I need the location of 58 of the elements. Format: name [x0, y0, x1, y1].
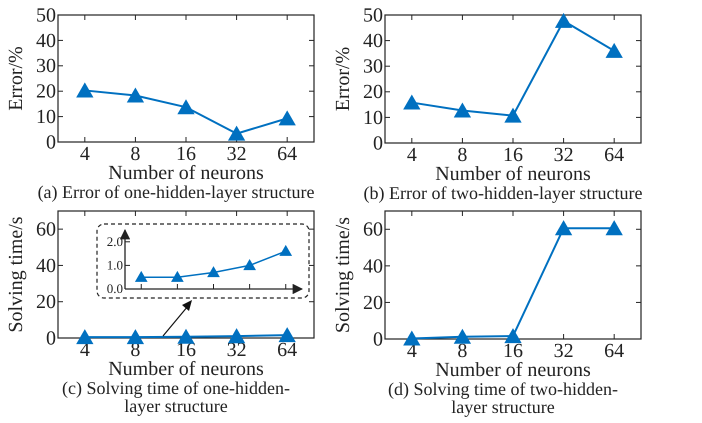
text: (c) Solving time of one-hidden-layer structure	[62, 378, 290, 416]
y-tick-label: 10	[363, 106, 383, 129]
y-tick-label: 0	[373, 328, 383, 350]
point	[504, 108, 522, 123]
y-axis-title: Error/%	[332, 46, 354, 112]
point	[228, 126, 246, 141]
point	[504, 328, 522, 344]
y-tick-label: 30	[36, 55, 56, 78]
y-tick-label: 60	[36, 218, 56, 241]
y-axis-title: Solving time/s	[332, 216, 354, 334]
point	[76, 82, 94, 98]
y-tick-label: 0	[46, 327, 56, 350]
point	[454, 328, 472, 344]
point	[126, 88, 144, 103]
point	[403, 330, 420, 346]
x-tick-label: 4	[80, 143, 90, 166]
y-tick-label: 10	[36, 106, 56, 128]
y-tick-label: 20	[363, 81, 383, 104]
point	[554, 12, 572, 28]
point	[454, 102, 472, 118]
y-tick-label: 50	[36, 4, 56, 26]
y-tick-label: 20	[36, 291, 56, 314]
point	[606, 42, 623, 58]
x-tick-label: 64	[277, 339, 298, 362]
y-axis-title: Error/%	[5, 46, 27, 111]
point	[207, 266, 220, 278]
y-tick-label: 0	[46, 131, 56, 154]
y-tick-label: 40	[36, 254, 56, 277]
point	[554, 220, 572, 236]
point	[278, 110, 296, 126]
point	[171, 270, 184, 282]
x-tick-label: 64	[277, 143, 298, 166]
y-tick-label: 0	[373, 132, 383, 154]
x-tick-label: 4	[80, 339, 90, 362]
y-tick-label: 40	[363, 30, 383, 52]
y-tick-label: 1.0	[106, 258, 123, 273]
y-tick-label: 20	[36, 80, 56, 103]
point	[403, 94, 420, 110]
text: (d) Solving time of two-hidden-layer structure	[388, 379, 618, 417]
x-tick-label: 64	[604, 340, 624, 362]
point	[177, 99, 195, 114]
point	[243, 259, 256, 270]
y-tick-label: 50	[363, 4, 383, 26]
point	[134, 270, 148, 282]
point	[606, 220, 623, 236]
text: (b) Error of two-hidden-layer structure	[364, 183, 642, 203]
x-tick-label: 4	[406, 144, 417, 166]
y-tick-label: 30	[363, 56, 383, 78]
y-tick-label: 40	[36, 30, 56, 52]
y-tick-label: 0.0	[106, 281, 123, 296]
x-tick-label: 64	[604, 144, 624, 166]
y-tick-label: 20	[363, 292, 383, 314]
y-axis-title: Solving time/s	[5, 216, 27, 333]
y-tick-label: 60	[363, 218, 383, 241]
y-tick-label: 40	[363, 255, 383, 278]
y-tick-label: 2.0	[106, 234, 123, 249]
text: (a) Error of one-hidden-layer structure	[38, 182, 314, 202]
point	[279, 244, 292, 256]
